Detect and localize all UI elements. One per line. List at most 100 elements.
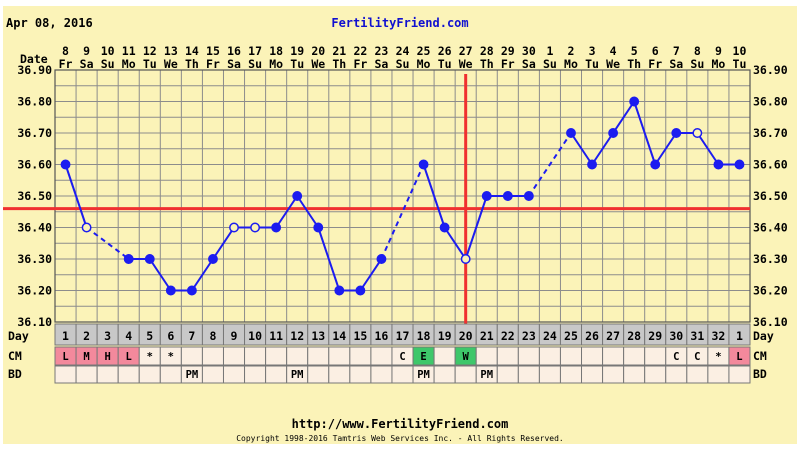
date-label: 1: [546, 44, 553, 58]
temp-point: [208, 254, 218, 264]
temp-point: [502, 191, 513, 201]
cm-cell: [496, 346, 519, 366]
day-value: 6: [167, 329, 174, 343]
weekday-label: Sa: [227, 57, 241, 71]
date-label: 16: [227, 44, 241, 58]
temp-point: [713, 159, 724, 170]
footer-url[interactable]: http://www.FertilityFriend.com: [292, 417, 509, 431]
weekday-label: Su: [543, 57, 557, 71]
temp-point: [608, 128, 619, 138]
cm-value: L: [126, 351, 132, 363]
temp-point: [439, 222, 450, 233]
cm-cell: [286, 346, 309, 366]
footer-copyright: Copyright 1998-2016 Tamtris Web Services…: [236, 434, 564, 443]
date-header-label: Date: [20, 52, 48, 66]
day-value: 16: [375, 329, 389, 343]
y-tick-label-left: 36.40: [17, 221, 52, 235]
day-value: 22: [501, 329, 515, 343]
temp-line-segment: [633, 101, 657, 165]
bd-cell: [559, 365, 583, 384]
weekday-label: Fr: [206, 57, 220, 71]
day-value: 29: [648, 329, 662, 343]
cm-cell: [728, 346, 751, 366]
date-label: 15: [206, 44, 220, 58]
y-tick-label-left: 36.50: [17, 189, 52, 203]
day-cell: [728, 323, 751, 346]
y-tick-label-left: 36.70: [17, 126, 52, 140]
temp-line-segment: [654, 132, 678, 166]
temp-line-segment: [570, 132, 593, 166]
bd-cell: [222, 365, 246, 384]
chart-date: Apr 08, 2016: [6, 16, 93, 30]
temp-line-segment: [296, 195, 320, 229]
weekday-label: Su: [396, 57, 410, 71]
cm-value: L: [62, 351, 68, 363]
date-label: 14: [185, 44, 199, 58]
day-value: 4: [125, 329, 132, 343]
weekday-label: Fr: [501, 57, 515, 71]
bd-value: PM: [480, 369, 493, 381]
date-label: 27: [459, 44, 473, 58]
temp-line-segment: [64, 164, 88, 228]
cm-value: C: [694, 351, 700, 363]
temp-point: [165, 285, 176, 296]
bd-cell: [138, 365, 161, 384]
day-value: 10: [248, 329, 262, 343]
date-label: 24: [396, 44, 410, 58]
weekday-label: Su: [248, 57, 262, 71]
date-label: 9: [83, 44, 90, 58]
temp-point: [60, 159, 71, 170]
date-label: 28: [480, 44, 494, 58]
temp-point: [671, 128, 682, 138]
weekday-label: Th: [332, 57, 346, 71]
day-value: 23: [522, 329, 536, 343]
date-label: 2: [568, 44, 575, 58]
temp-line-segment: [275, 195, 299, 229]
temp-point: [313, 222, 324, 233]
temp-line-dashed: [528, 132, 572, 197]
date-label: 23: [375, 44, 389, 58]
date-label: 17: [248, 44, 262, 58]
date-label: 25: [417, 44, 431, 58]
temp-point: [186, 285, 197, 296]
temp-line-segment: [359, 258, 383, 292]
day-value: 11: [269, 329, 283, 343]
date-label: 26: [438, 44, 452, 58]
bd-cell: [54, 365, 77, 384]
bd-cell: [517, 365, 540, 384]
weekday-label: Mo: [564, 57, 578, 71]
bd-cell: [349, 365, 372, 384]
cm-cell: [623, 346, 646, 366]
date-label: 7: [673, 44, 680, 58]
cm-cell: [180, 346, 203, 366]
date-label: 10: [101, 44, 115, 58]
weekday-label: Fr: [59, 57, 73, 71]
date-label: 9: [715, 44, 722, 58]
y-tick-label-left: 36.10: [17, 315, 52, 329]
cm-value: *: [715, 351, 721, 363]
temp-point: [566, 128, 576, 138]
temp-line-segment: [422, 164, 446, 228]
cm-cell: [370, 346, 393, 366]
bd-cell: [370, 365, 393, 384]
temp-point-open: [250, 222, 261, 233]
y-tick-label-right: 36.80: [753, 95, 788, 109]
plot-area: [3, 69, 751, 344]
date-label: 4: [610, 44, 617, 58]
date-label: 10: [733, 44, 747, 58]
bd-cell: [391, 365, 414, 384]
cm-cell: [328, 346, 351, 366]
cm-value: W: [463, 351, 470, 363]
bd-cell: [117, 365, 140, 384]
bd-cell: [496, 365, 519, 384]
temp-line-segment: [591, 132, 614, 166]
cm-cell: [644, 346, 667, 366]
cm-value: L: [736, 351, 742, 363]
axes: 36.10 36.10 36.20 36.20 36.30 36.30 36.40 36.40…: [17, 44, 787, 329]
chart-brand: FertilityFriend.com: [331, 16, 468, 30]
bd-cell: [328, 365, 351, 384]
weekday-label: Tu: [290, 57, 304, 71]
bd-cell: [433, 365, 456, 384]
